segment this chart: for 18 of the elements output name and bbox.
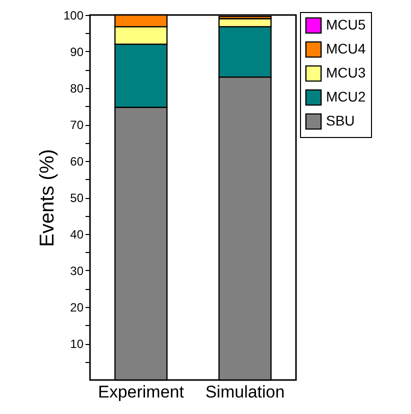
legend-label: MCU5: [326, 16, 366, 32]
legend-label: SBU: [326, 112, 355, 128]
y-tick-label: 50: [70, 191, 84, 205]
y-tick-label: 70: [70, 118, 84, 132]
x-tick-label: Experiment: [98, 382, 184, 402]
y-tick-label: 20: [70, 300, 84, 314]
y-tick-label: 10: [70, 337, 84, 351]
legend-label: MCU3: [326, 64, 366, 80]
y-axis-title: Events (%): [36, 149, 58, 247]
y-tick-label: 90: [70, 45, 84, 59]
y-tick-label: 30: [70, 264, 84, 278]
y-tick-label: 100: [63, 8, 84, 22]
x-tick-label: Simulation: [205, 382, 285, 402]
legend-label: MCU4: [326, 40, 366, 56]
y-tick-label: 60: [70, 154, 84, 168]
y-tick-label: 40: [70, 228, 84, 242]
legend-label: MCU2: [326, 88, 366, 104]
y-tick-label: 80: [70, 82, 84, 96]
